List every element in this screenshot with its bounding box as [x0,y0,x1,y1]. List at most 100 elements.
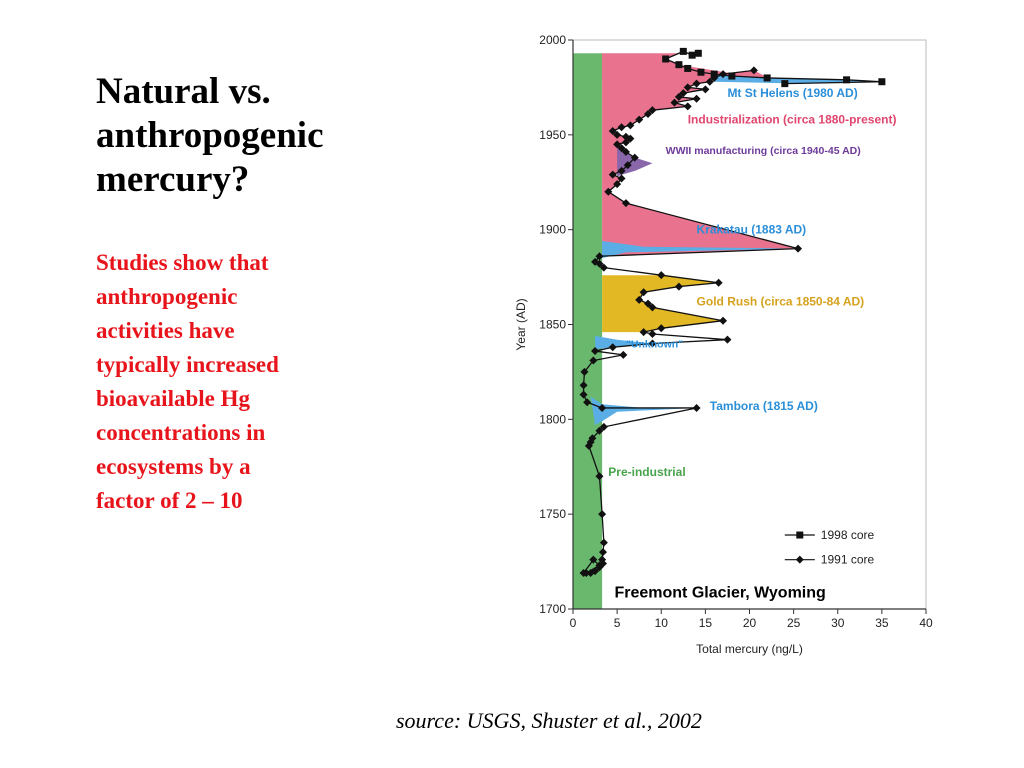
series-1998-point [675,61,683,69]
series-1991-point [692,94,701,103]
y-tick-label: 1750 [539,507,566,521]
series-1991-point [608,170,617,179]
slide-title-line: Natural vs. [96,71,271,112]
series-1991-point [621,199,630,208]
chart-frame: 1700 1750 1800 1850 1900 1950 2000 0 5 10 15 20 25 30… [514,33,933,656]
series-1991-point [579,390,588,399]
chart-series [579,47,886,577]
x-tick-label: 25 [787,616,801,630]
series-1991-point [644,109,653,118]
annotation-label: WWII manufacturing (circa 1940-45 AD) [666,145,861,157]
annotation-label: "Unknown" [626,338,683,350]
series-1991-point [621,132,630,141]
series-1991-point [619,350,628,359]
series-1991-point [599,538,608,547]
series-1991-point [599,548,608,557]
annotation-label: Tambora (1815 AD) [710,399,818,413]
series-1991-point [683,102,692,111]
chart-legend: 1998 core 1991 core [774,519,922,572]
series-1998-point [697,68,705,76]
chart-labels: Mt St Helens (1980 AD) Industrialization … [608,86,922,602]
source-citation: source: USGS, Shuster et al., 2002 [396,708,702,733]
series-1991-point [701,85,710,94]
series-1998-point [688,51,696,59]
x-tick-label: 5 [614,616,621,630]
series-1991-point [595,472,604,481]
series-1991-point [621,147,630,156]
x-tick-label: 40 [919,616,933,630]
slide-title: Natural vs. anthropogenic mercury? [96,70,386,202]
series-1991-point [589,555,598,564]
series-1991-point [710,73,719,82]
x-tick-label: 35 [875,616,889,630]
series-1991-point [621,138,630,147]
series-1991-point [683,83,692,92]
series-1991-point [639,288,648,297]
legend-marker-1991 [795,555,804,564]
slide-title-line: mercury? [96,159,250,200]
series-1991-point [613,130,622,139]
series-1991-point [583,398,592,407]
series-1991-point [644,299,653,308]
body-line: concentrations in [96,420,266,445]
series-1991-point [617,144,626,153]
series-1991-point [705,77,714,86]
series-1991-point [586,568,595,577]
krakatau-region [602,241,798,259]
mercury-chart: 1700 1750 1800 1850 1900 1950 2000 0 5 10 15 20 25 30… [514,33,933,656]
gold-rush-region [602,275,723,333]
series-1991-point [626,134,635,143]
series-1991-point [589,356,598,365]
series-1991-point [630,153,639,162]
y-tick-label: 2000 [539,33,566,47]
body-line: ecosystems by a [96,454,251,479]
y-tick-label: 1800 [539,412,566,426]
series-1991-point [598,403,607,412]
series-1991-point [617,174,626,183]
series-1998-point [843,76,851,84]
x-tick-label: 10 [655,616,669,630]
series-1991-point [623,161,632,170]
series-1991-point [648,329,657,338]
x-tick-label: 20 [743,616,757,630]
series-1991-point [719,70,728,79]
series-1991-point [674,92,683,101]
annotation-label: Pre-industrial [608,465,685,479]
y-tick-label: 1950 [539,128,566,142]
series-1991-point [595,259,604,268]
chart-title: Freemont Glacier, Wyoming [614,585,825,602]
annotation-label: Mt St Helens (1980 AD) [727,86,857,100]
body-line: bioavailable Hg [96,386,250,411]
series-1991-point [613,140,622,149]
unknown-region [595,335,653,350]
series-1991-point [617,166,626,175]
series-1991-point [595,252,604,261]
chart-title-background [610,580,887,602]
series-1991-point [670,98,679,107]
series-1991-point [657,271,666,280]
series-1991-point [579,381,588,390]
x-tick-label: 15 [699,616,713,630]
preindustrial-region [573,53,603,609]
series-1991-point [794,244,803,253]
y-axis-label: Year (AD) [514,298,528,350]
industrialization-region [602,53,798,268]
series-1991-point [579,568,588,577]
series-1991-point [613,180,622,189]
annotation-label: Krakatau (1883 AD) [697,222,807,236]
series-1991-point [617,123,626,132]
series-1991-point [674,282,683,291]
legend-label: 1998 core [821,528,875,542]
series-1991-point [657,324,666,333]
legend-label: 1991 core [821,553,875,567]
series-1991-point [588,434,597,443]
series-1991-point [608,343,617,352]
y-tick-label: 1700 [539,602,566,616]
series-1991-point [604,187,613,196]
series-1991-point [648,339,657,348]
annotation-label: Industrialization (circa 1880-present) [688,112,897,126]
series-1991-point [679,89,688,98]
series-1991-point [714,278,723,287]
series-1998-point [781,80,789,88]
series-1991-point [692,79,701,88]
